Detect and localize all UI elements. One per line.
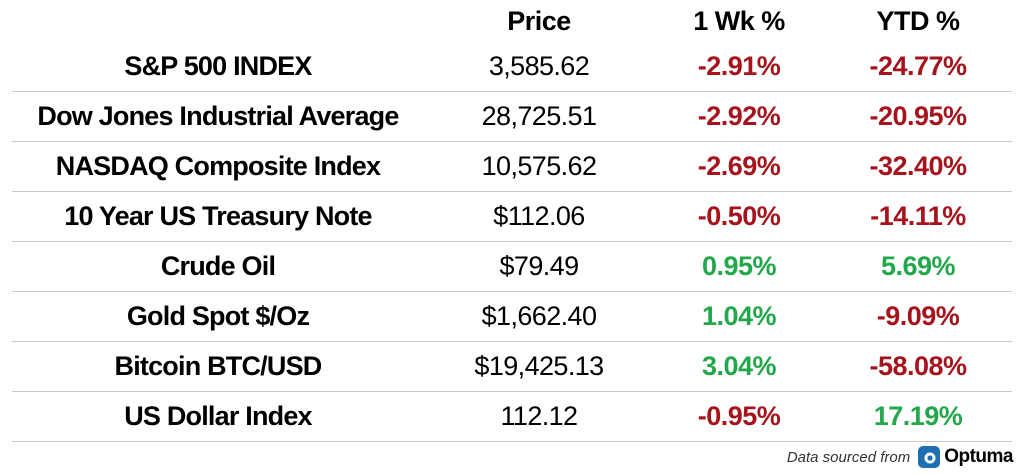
- week-change-cell: -2.92%: [654, 101, 824, 132]
- instrument-name-cell: 10 Year US Treasury Note: [12, 201, 424, 232]
- week-change-value: -0.50%: [697, 201, 781, 231]
- table-row: S&P 500 INDEX 3,585.62 -2.91% -24.77%: [12, 42, 1012, 92]
- table-row: Gold Spot $/Oz $1,662.40 1.04% -9.09%: [12, 292, 1012, 342]
- ytd-change-cell: -58.08%: [824, 351, 1012, 382]
- table-body: S&P 500 INDEX 3,585.62 -2.91% -24.77% Dow Jo…: [12, 42, 1012, 442]
- week-change-value: -2.91%: [697, 51, 781, 81]
- week-change-cell: -2.91%: [654, 51, 824, 82]
- instrument-name-cell: Gold Spot $/Oz: [12, 301, 424, 332]
- instrument-name-cell: Bitcoin BTC/USD: [12, 351, 424, 382]
- week-change-value: 1.04%: [701, 301, 777, 331]
- price-value: 3,585.62: [488, 51, 590, 81]
- table-header: Price 1 Wk % YTD %: [12, 0, 1012, 42]
- header-price: Price: [507, 5, 571, 36]
- week-change-cell: -0.95%: [654, 401, 824, 432]
- instrument-name-value: Dow Jones Industrial Average: [37, 101, 399, 131]
- header-ytd: YTD %: [876, 5, 960, 36]
- ytd-change-cell: -14.11%: [824, 201, 1012, 232]
- week-change-cell: 1.04%: [654, 301, 824, 332]
- ytd-change-value: -32.40%: [869, 151, 967, 181]
- ytd-change-cell: -20.95%: [824, 101, 1012, 132]
- logo-text: Optuma: [944, 446, 1013, 467]
- price-cell: $112.06: [424, 201, 654, 232]
- ytd-change-value: -58.08%: [869, 351, 967, 381]
- ytd-change-cell: 5.69%: [824, 251, 1012, 282]
- optuma-logo: Optuma: [918, 446, 1013, 468]
- table-row: US Dollar Index 112.12 -0.95% 17.19%: [12, 392, 1012, 442]
- price-cell: 10,575.62: [424, 151, 654, 182]
- week-change-cell: -2.69%: [654, 151, 824, 182]
- ytd-change-value: 5.69%: [880, 251, 956, 281]
- table-row: NASDAQ Composite Index 10,575.62 -2.69% -32…: [12, 142, 1012, 192]
- table-row: Dow Jones Industrial Average 28,725.51 -2.…: [12, 92, 1012, 142]
- week-change-cell: -0.50%: [654, 201, 824, 232]
- price-value: 112.12: [500, 401, 579, 431]
- instrument-name-cell: US Dollar Index: [12, 401, 424, 432]
- ytd-change-value: -9.09%: [876, 301, 960, 331]
- price-cell: 28,725.51: [424, 101, 654, 132]
- instrument-name-value: US Dollar Index: [124, 401, 312, 431]
- price-cell: 112.12: [424, 401, 654, 432]
- source-text: Data sourced from: [786, 448, 911, 466]
- ytd-change-cell: 17.19%: [824, 401, 1012, 432]
- ytd-change-value: -14.11%: [870, 201, 966, 231]
- instrument-name-value: S&P 500 INDEX: [124, 51, 312, 81]
- market-table: Price 1 Wk % YTD % S&P 500 INDEX 3,585.62…: [12, 0, 1012, 442]
- ytd-change-cell: -24.77%: [824, 51, 1012, 82]
- table-row: Bitcoin BTC/USD $19,425.13 3.04% -58.08%: [12, 342, 1012, 392]
- price-value: $79.49: [499, 251, 580, 281]
- price-cell: $79.49: [424, 251, 654, 282]
- footer: Data sourced from Optuma: [787, 446, 1013, 468]
- week-change-value: 3.04%: [701, 351, 777, 381]
- week-change-value: 0.95%: [701, 251, 777, 281]
- instrument-name-value: 10 Year US Treasury Note: [64, 201, 372, 231]
- instrument-name-cell: Crude Oil: [12, 251, 424, 282]
- price-value: $112.06: [493, 201, 585, 231]
- price-value: $1,662.40: [481, 301, 597, 331]
- instrument-name-value: Bitcoin BTC/USD: [114, 351, 323, 381]
- ytd-change-value: 17.19%: [873, 401, 963, 431]
- price-cell: $1,662.40: [424, 301, 654, 332]
- instrument-name-value: NASDAQ Composite Index: [55, 151, 381, 181]
- instrument-name-cell: S&P 500 INDEX: [12, 51, 424, 82]
- price-cell: 3,585.62: [424, 51, 654, 82]
- week-change-value: -0.95%: [697, 401, 781, 431]
- instrument-name-cell: Dow Jones Industrial Average: [12, 101, 424, 132]
- ytd-change-value: -24.77%: [869, 51, 967, 81]
- header-1wk: 1 Wk %: [693, 5, 785, 36]
- week-change-cell: 3.04%: [654, 351, 824, 382]
- instrument-name-value: Gold Spot $/Oz: [126, 301, 310, 331]
- ytd-change-value: -20.95%: [869, 101, 967, 131]
- table-row: Crude Oil $79.49 0.95% 5.69%: [12, 242, 1012, 292]
- price-cell: $19,425.13: [424, 351, 654, 382]
- instrument-name-value: Crude Oil: [160, 251, 276, 281]
- week-change-value: -2.92%: [697, 101, 781, 131]
- week-change-cell: 0.95%: [654, 251, 824, 282]
- ytd-change-cell: -9.09%: [824, 301, 1012, 332]
- price-value: 28,725.51: [481, 101, 597, 131]
- week-change-value: -2.69%: [697, 151, 781, 181]
- instrument-name-cell: NASDAQ Composite Index: [12, 151, 424, 182]
- price-value: 10,575.62: [481, 151, 597, 181]
- table-row: 10 Year US Treasury Note $112.06 -0.50% -14…: [12, 192, 1012, 242]
- ytd-change-cell: -32.40%: [824, 151, 1012, 182]
- price-value: $19,425.13: [474, 351, 604, 381]
- optuma-logo-icon: [918, 446, 941, 468]
